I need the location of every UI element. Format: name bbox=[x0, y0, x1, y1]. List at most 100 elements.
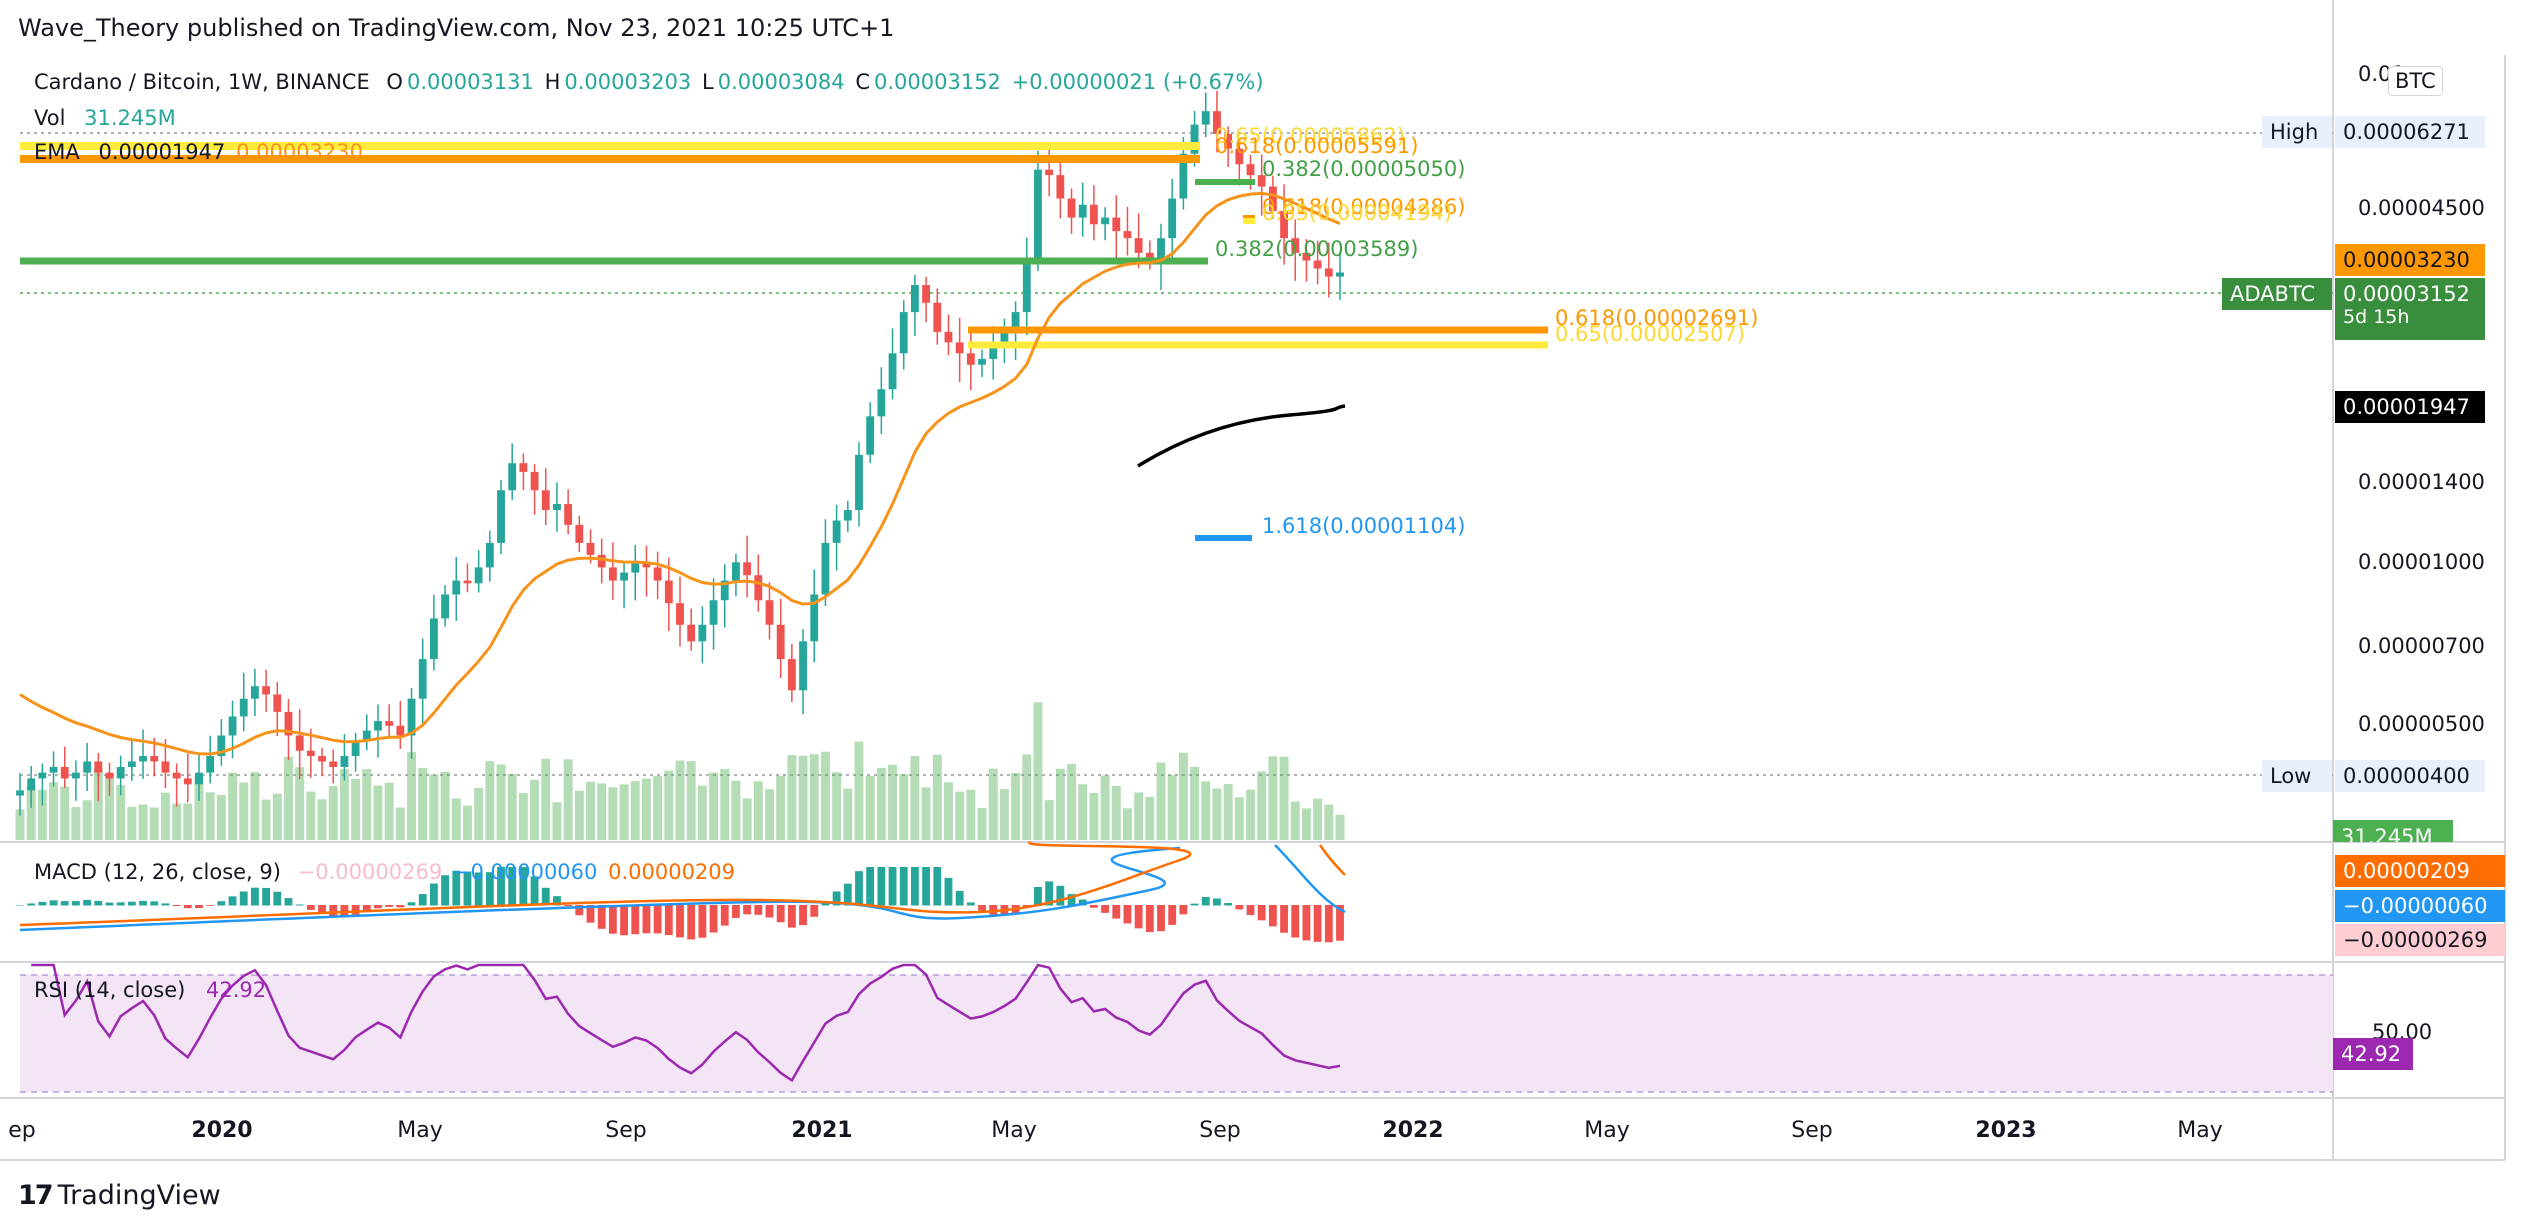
candle-body bbox=[687, 624, 696, 642]
volume-bar bbox=[955, 791, 965, 840]
candle-body bbox=[519, 463, 528, 472]
rsi-line[interactable] bbox=[31, 963, 1341, 1083]
macd-hist-bar bbox=[251, 887, 259, 906]
macd-hist-bar bbox=[1201, 897, 1210, 906]
macd-hist-bar bbox=[94, 900, 103, 906]
candle-body bbox=[1336, 272, 1344, 277]
time-axis-label: Sep bbox=[605, 1118, 647, 1143]
macd-hist-bar bbox=[306, 905, 315, 910]
volume-bar bbox=[26, 786, 36, 840]
candle-body bbox=[1313, 260, 1322, 269]
volume-bar bbox=[1178, 752, 1188, 840]
macd-hist-bar bbox=[776, 905, 785, 923]
candle-body bbox=[374, 721, 382, 731]
macd-hist-bar bbox=[351, 905, 360, 915]
vol-value: 31.245M bbox=[84, 106, 176, 130]
candle-body bbox=[418, 659, 427, 699]
volume-bar bbox=[619, 784, 629, 840]
fib-label-0618-top: 0.618(0.00005591) bbox=[1215, 134, 1419, 158]
volume-bar bbox=[832, 772, 842, 840]
price-label-5: 0.00000500 bbox=[2358, 712, 2485, 736]
volume-bar bbox=[127, 806, 137, 840]
macd-hist-bar bbox=[620, 905, 628, 936]
candle-body bbox=[653, 567, 662, 581]
volume-bar bbox=[1033, 702, 1043, 840]
candle-body bbox=[1145, 252, 1154, 261]
time-axis-label: 2020 bbox=[191, 1118, 253, 1143]
high-label: H bbox=[544, 70, 561, 94]
macd-hist-bar bbox=[821, 902, 830, 906]
volume-bar bbox=[1156, 762, 1166, 840]
macd-hist-bar bbox=[1257, 905, 1266, 921]
volume-bar bbox=[228, 772, 238, 840]
ema-fast-line[interactable] bbox=[19, 191, 1341, 756]
rsi-legend[interactable]: RSI (14, close) 42.92 bbox=[34, 978, 270, 1002]
fib-label-1618: 1.618(0.00001104) bbox=[1262, 514, 1466, 538]
ema-fast-value: 0.00003230 bbox=[236, 140, 364, 164]
high-tag-label: High bbox=[2262, 116, 2332, 148]
candle-body bbox=[452, 580, 461, 595]
volume-legend[interactable]: Vol 31.245M bbox=[34, 106, 180, 130]
candle-body bbox=[966, 353, 975, 365]
volume-bar bbox=[899, 774, 909, 840]
macd-legend[interactable]: MACD (12, 26, close, 9) −0.00000269 −0.0… bbox=[34, 860, 739, 884]
last-price-value: 0.00003152 bbox=[2343, 282, 2470, 306]
rsi-band bbox=[20, 975, 2333, 1092]
tradingview-logo[interactable]: 17 TradingView bbox=[18, 1180, 221, 1211]
volume-bar bbox=[351, 778, 361, 840]
macd-hist-bar bbox=[698, 905, 707, 938]
macd-hist-bar bbox=[799, 905, 807, 926]
volume-bar bbox=[462, 805, 472, 840]
volume-bar bbox=[753, 781, 763, 840]
candle-body bbox=[161, 761, 170, 773]
candle-body bbox=[83, 761, 92, 773]
macd-hist-bar bbox=[228, 896, 237, 906]
volume-bar bbox=[966, 789, 976, 840]
candles bbox=[16, 90, 1344, 816]
ema-label: EMA bbox=[34, 140, 80, 164]
volume-bar bbox=[1111, 785, 1121, 840]
macd-hist-bar bbox=[933, 867, 942, 906]
volume-bar bbox=[507, 773, 517, 840]
candle-body bbox=[720, 580, 729, 601]
macd-hist-bar bbox=[810, 905, 819, 917]
macd-hist-bar bbox=[1145, 905, 1154, 933]
volume-bar bbox=[876, 767, 886, 840]
volume-bar bbox=[362, 769, 372, 840]
macd-line[interactable] bbox=[19, 844, 1346, 932]
price-label-4: 0.00000700 bbox=[2358, 634, 2485, 658]
candle-body bbox=[463, 580, 472, 584]
candle-body bbox=[441, 594, 449, 619]
candle-body bbox=[787, 659, 796, 691]
macd-signal-tag: 0.00000209 bbox=[2335, 855, 2505, 887]
candle-body bbox=[743, 562, 752, 576]
ema-legend[interactable]: EMA 0.00001947 0.00003230 bbox=[34, 140, 367, 164]
macd-hist-bar bbox=[139, 900, 147, 906]
candle-body bbox=[1324, 268, 1333, 277]
volume-bar bbox=[1134, 792, 1144, 840]
volume-bar bbox=[105, 774, 114, 840]
currency-button[interactable]: BTC bbox=[2388, 66, 2443, 96]
candle-body bbox=[1045, 169, 1054, 176]
macd-signal-line[interactable] bbox=[19, 840, 1346, 927]
volume-bar bbox=[854, 741, 864, 840]
candle-body bbox=[944, 331, 953, 343]
last-price-tag: 0.00003152 5d 15h bbox=[2335, 278, 2485, 340]
volume-bar bbox=[1279, 756, 1289, 840]
volume-bar bbox=[1257, 771, 1267, 840]
low-tag-value: 0.00000400 bbox=[2335, 760, 2485, 792]
candle-body bbox=[407, 698, 416, 736]
candle-body bbox=[1201, 111, 1210, 125]
price-label-1: 0.00004500 bbox=[2358, 196, 2485, 220]
volume-bar bbox=[49, 782, 59, 840]
volume-bar bbox=[1011, 773, 1021, 840]
candle-body bbox=[273, 694, 282, 712]
candle-body bbox=[1000, 331, 1009, 348]
volume-bar bbox=[418, 767, 428, 840]
macd-hist-bar bbox=[664, 905, 673, 936]
candle-body bbox=[1190, 124, 1199, 154]
symbol-legend[interactable]: Cardano / Bitcoin, 1W, BINANCE O 0.000031… bbox=[34, 70, 1268, 94]
ema-slow-line[interactable] bbox=[1137, 404, 1346, 468]
macd-hist-bar bbox=[105, 902, 114, 906]
